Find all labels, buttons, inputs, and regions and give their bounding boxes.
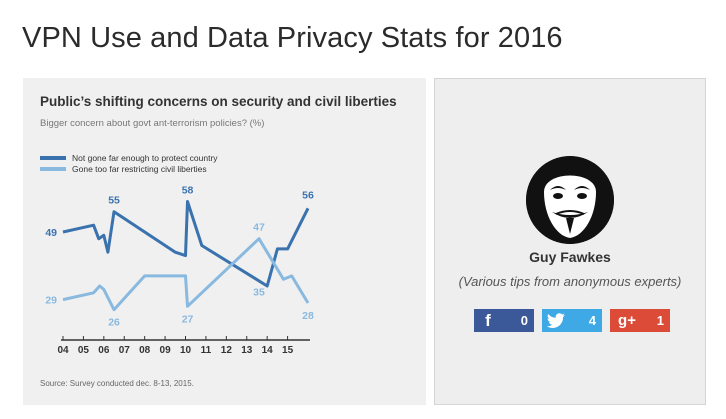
chart-title: Public’s shifting concerns on security a… [40,94,397,109]
x-tick-label: 11 [201,345,212,356]
chart-legend: Not gone far enough to protect country G… [40,152,218,174]
twitter-share-count: 4 [588,313,596,328]
googleplus-share-button[interactable]: g+ 1 [610,309,670,332]
x-tick-label: 09 [160,345,172,356]
data-label: 49 [45,227,57,239]
facebook-icon: f [485,310,491,330]
x-tick-label: 15 [282,345,294,356]
legend-item-too-far: Gone too far restricting civil liberties [40,163,218,174]
series-line-1 [62,237,310,312]
google-plus-icon: g+ [618,312,636,329]
twitter-share-button[interactable]: 4 [542,309,602,332]
googleplus-share-count: 1 [656,313,664,328]
x-tick-label: 06 [98,345,110,356]
line-chart: 04 05 06 07 08 09 10 11 12 13 14 15 49 55 58 56 29 26 27 47… [45,185,314,356]
x-tick-label: 05 [78,345,90,356]
data-label: 27 [182,313,194,325]
series-line-0 [62,200,310,288]
chart-subtitle: Bigger concern about govt ant-terrorism … [40,118,265,129]
author-name: Guy Fawkes [529,249,611,265]
data-label: 26 [108,317,120,329]
x-tick-label: 04 [57,345,69,356]
facebook-share-button[interactable]: f 0 [474,309,534,332]
legend-label: Gone too far restricting civil liberties [72,163,207,174]
legend-swatch-light [40,166,66,171]
chart-source: Source: Survey conducted dec. 8-13, 2015… [40,379,194,388]
x-tick-label: 12 [221,345,233,356]
data-label: 35 [253,286,265,298]
facebook-share-count: 0 [520,313,528,328]
x-tick-label: 13 [241,345,253,356]
legend-swatch-dark [40,155,66,160]
guy-fawkes-mask-icon [526,156,614,244]
legend-item-not-far-enough: Not gone far enough to protect country [40,152,218,163]
chart-panel: 04 05 06 07 08 09 10 11 12 13 14 15 49 55 58 56 29 26 27 47… [23,78,426,405]
data-label: 28 [302,310,314,322]
author-description: (Various tips from anonymous experts) [458,274,682,289]
data-label: 47 [253,222,265,234]
twitter-bird-icon [546,311,566,331]
x-tick-label: 07 [119,345,131,356]
data-label: 58 [182,185,194,197]
x-tick-label: 08 [139,345,151,356]
data-label: 29 [45,295,57,307]
x-tick-label: 14 [262,345,274,356]
share-buttons: f 0 4 g+ 1 [474,309,670,332]
page-title: VPN Use and Data Privacy Stats for 2016 [22,22,563,54]
data-label: 55 [108,195,120,207]
legend-label: Not gone far enough to protect country [72,152,218,163]
author-panel: Guy Fawkes (Various tips from anonymous … [434,78,706,405]
data-label: 56 [302,189,314,201]
x-tick-label: 10 [180,345,192,356]
